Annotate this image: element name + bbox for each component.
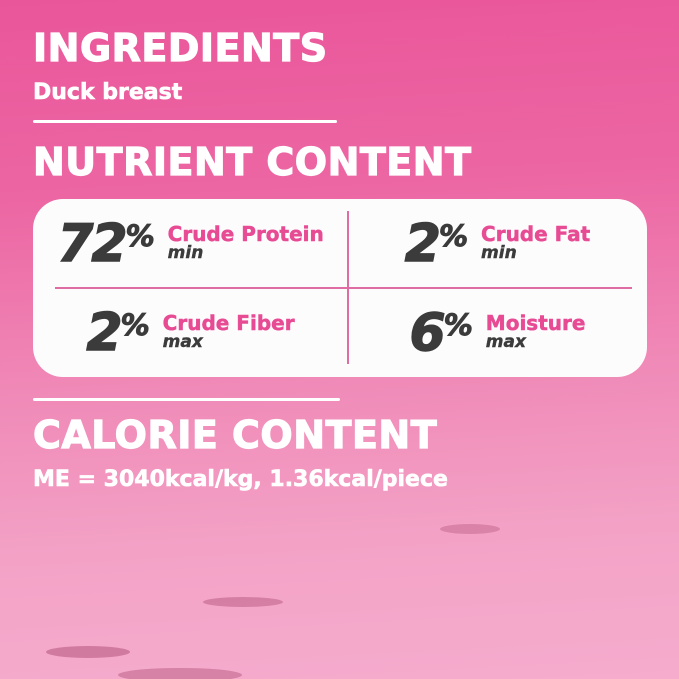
nutrient-item-crude-fat: 2% Crude Fat min [348, 199, 647, 288]
cube-crevice-shadow [440, 617, 548, 647]
treat-cube [447, 439, 543, 528]
treat-cube [52, 562, 122, 655]
nutrient-value: 72% [57, 213, 156, 274]
ingredients-heading: INGREDIENTS [32, 26, 328, 70]
treat-cube [380, 620, 470, 679]
nutrient-content-heading: NUTRIENT CONTENT [32, 140, 472, 184]
table-horizontal-divider [55, 287, 632, 289]
nutrient-label: Crude Protein [167, 222, 324, 247]
treat-cube [197, 508, 286, 603]
nutrient-qualifier: max [485, 332, 527, 353]
nutrient-label: Crude Fat [481, 222, 591, 247]
nutrient-value: 2% [404, 213, 469, 274]
nutrient-item-crude-fiber: 2% Crude Fiber max [33, 288, 348, 377]
treat-cube [464, 625, 575, 679]
percent-sign: % [120, 307, 150, 342]
treat-cube [566, 610, 665, 679]
section-divider [33, 398, 340, 401]
nutrient-item-crude-protein: 72% Crude Protein min [33, 199, 348, 288]
percent-sign: % [443, 307, 473, 342]
treat-cube [600, 497, 679, 590]
nutrient-item-moisture: 6% Moisture max [348, 288, 647, 377]
nutrient-label: Crude Fiber [162, 311, 295, 336]
nutrient-qualifier: max [162, 332, 203, 353]
percent-sign: % [438, 218, 469, 253]
nutrient-value: 6% [409, 302, 473, 363]
treat-cube [389, 520, 498, 637]
nutrient-value: 2% [86, 302, 150, 363]
nutrient-qualifier: min [481, 243, 517, 264]
treat-cube-pile [52, 439, 679, 679]
section-divider [33, 120, 337, 123]
percent-sign: % [125, 218, 155, 253]
treat-cube [300, 560, 345, 679]
calorie-content-heading: CALORIE CONTENT [32, 413, 438, 457]
treat-cube [124, 615, 242, 679]
ingredients-value: Duck breast [33, 80, 183, 106]
calorie-detail: ME = 3040kcal/kg, 1.36kcal/piece [33, 467, 449, 493]
treat-cubes-photo [46, 439, 679, 679]
cube-crevice-shadow [544, 527, 600, 553]
nutrient-label: Moisture [485, 311, 586, 336]
nutrient-qualifier: min [167, 243, 204, 264]
nutrient-table: 72% Crude Protein min 2% Crude Fat min 2… [33, 199, 647, 377]
